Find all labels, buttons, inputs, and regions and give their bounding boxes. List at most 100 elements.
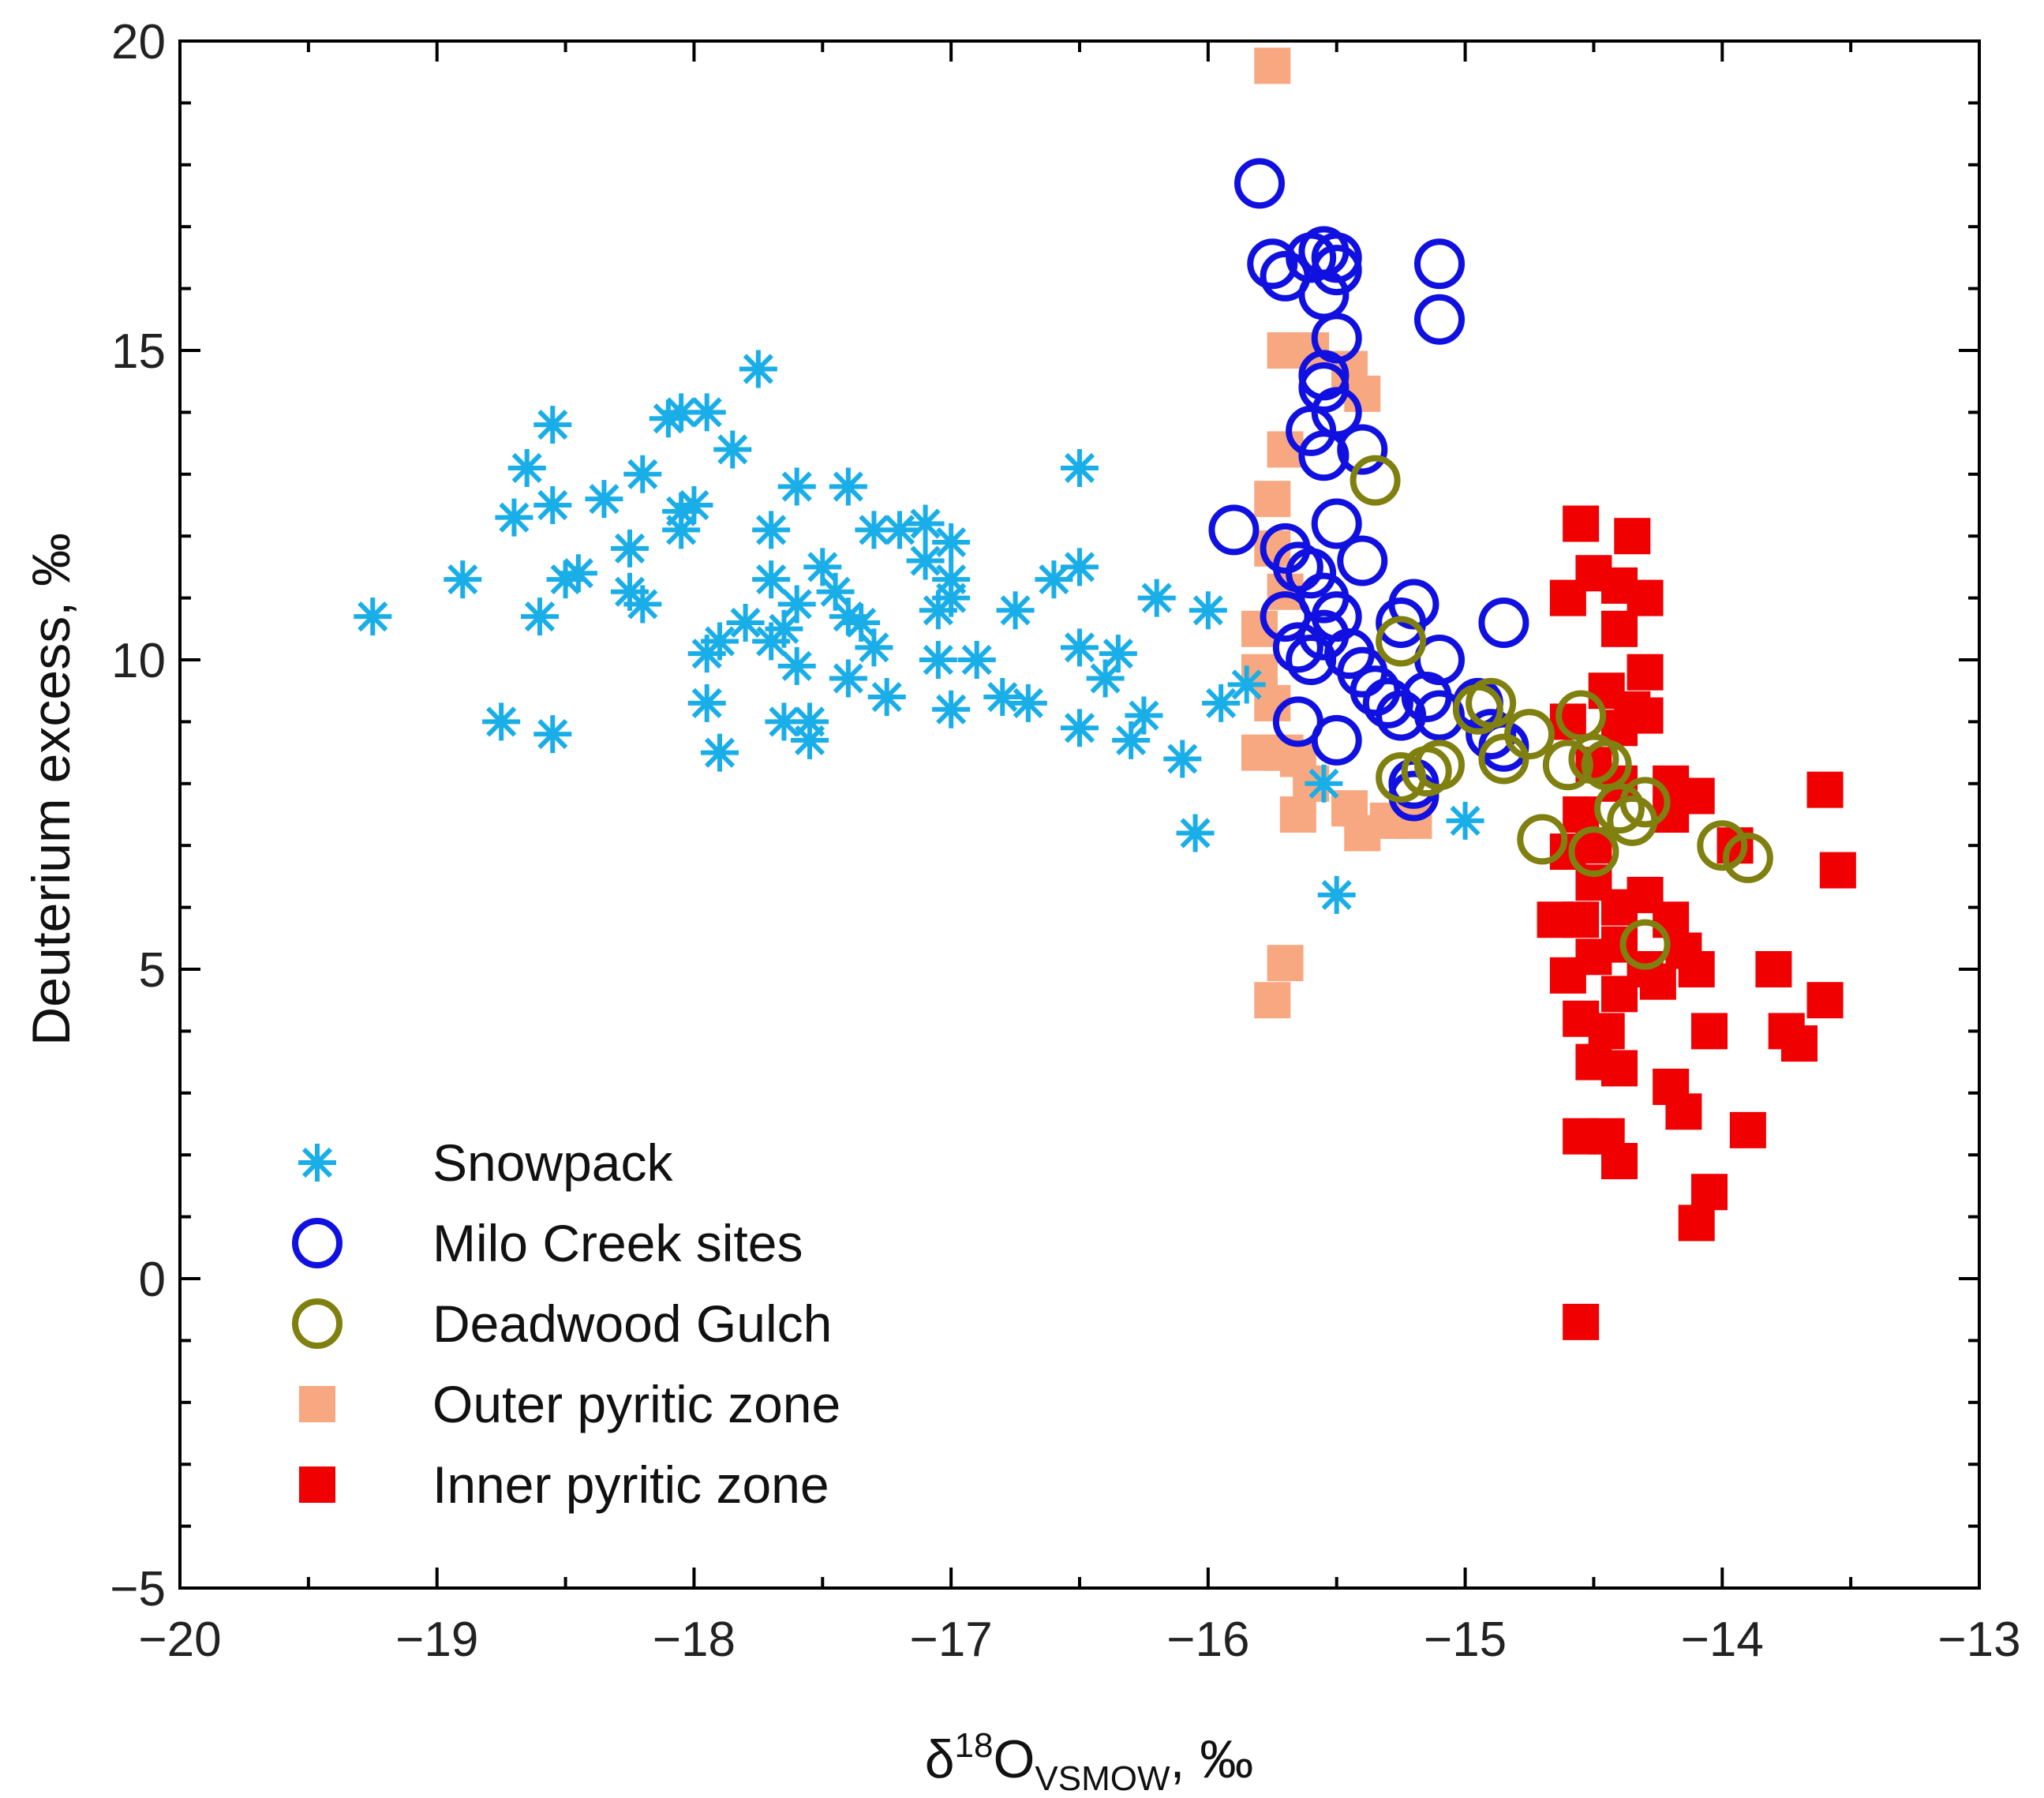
milo-creek-sites-point bbox=[1286, 548, 1337, 599]
snowpack-point bbox=[881, 511, 919, 549]
deadwood-gulch-point bbox=[1594, 783, 1645, 834]
snowpack-point bbox=[791, 702, 829, 741]
legend-marker-inner-pyritic-zone bbox=[299, 1466, 335, 1503]
inner-pyritic-zone-point bbox=[1601, 1050, 1638, 1087]
inner-pyritic-zone-series bbox=[1537, 505, 1856, 1340]
snowpack-point bbox=[507, 448, 546, 487]
deadwood-gulch-point bbox=[1619, 777, 1671, 828]
inner-pyritic-zone-point bbox=[1653, 796, 1690, 833]
deadwood-gulch-point bbox=[1376, 616, 1427, 667]
inner-pyritic-zone-point bbox=[1755, 951, 1792, 987]
legend-label: Snowpack bbox=[432, 1133, 674, 1192]
snowpack-point bbox=[687, 684, 726, 722]
legend: Snowpack Milo Creek sites Deadwood Gulch Ou… bbox=[292, 1133, 840, 1514]
outer-pyritic-zone-point bbox=[1254, 982, 1291, 1019]
inner-pyritic-zone-point bbox=[1729, 1111, 1766, 1148]
snowpack-point bbox=[1125, 696, 1163, 735]
snowpack-point bbox=[1009, 684, 1047, 722]
inner-pyritic-zone-point bbox=[1627, 697, 1664, 734]
deadwood-gulch-point bbox=[1568, 826, 1619, 878]
snowpack-point bbox=[906, 504, 945, 543]
milo-creek-sites-point bbox=[1286, 405, 1337, 456]
snowpack-point bbox=[1317, 875, 1356, 914]
inner-pyritic-zone-point bbox=[1601, 976, 1638, 1013]
snowpack-point bbox=[726, 603, 765, 642]
snowpack-point bbox=[687, 393, 726, 432]
milo-creek-sites-point bbox=[1272, 622, 1323, 673]
snowpack-point bbox=[1305, 764, 1343, 803]
data-points bbox=[354, 47, 1856, 1340]
snowpack-point bbox=[1061, 548, 1099, 586]
snowpack-point bbox=[1099, 635, 1137, 673]
x-tick-label: −19 bbox=[395, 1613, 478, 1667]
x-tick-labels: −20 −19 −18 −17 −16 −15 −14 −13 bbox=[138, 1613, 2020, 1667]
snowpack-point bbox=[533, 715, 572, 754]
inner-pyritic-zone-point bbox=[1665, 1093, 1702, 1130]
y-tick-label: −5 bbox=[110, 1562, 166, 1616]
inner-pyritic-zone-point bbox=[1549, 833, 1586, 871]
inner-pyritic-zone-point bbox=[1549, 957, 1586, 994]
outer-pyritic-zone-point bbox=[1241, 610, 1278, 647]
x-tick-label: −18 bbox=[653, 1613, 736, 1667]
milo-creek-sites-point bbox=[1478, 597, 1529, 648]
deadwood-gulch-point bbox=[1542, 740, 1593, 791]
inner-pyritic-zone-point bbox=[1601, 1143, 1638, 1180]
legend-item-snowpack: Snowpack bbox=[298, 1133, 674, 1192]
snowpack-point bbox=[919, 641, 957, 679]
legend-marker-milo-creek-sites bbox=[292, 1218, 343, 1268]
snowpack-point bbox=[713, 430, 752, 469]
x-tick-label: −16 bbox=[1166, 1613, 1249, 1667]
snowpack-point bbox=[739, 350, 777, 388]
snowpack-point bbox=[1061, 709, 1099, 747]
outer-pyritic-zone-point bbox=[1254, 47, 1291, 84]
outer-pyritic-zone-point bbox=[1254, 481, 1291, 518]
snowpack-point bbox=[482, 702, 521, 741]
snowpack-point bbox=[752, 511, 791, 549]
legend-label: Outer pyritic zone bbox=[432, 1375, 840, 1433]
y-tick-label: 20 bbox=[111, 15, 166, 69]
y-tick-label: 0 bbox=[139, 1253, 166, 1307]
milo-creek-sites-point bbox=[1414, 294, 1465, 345]
deadwood-gulch-series bbox=[1350, 455, 1773, 970]
snowpack-point bbox=[932, 690, 971, 729]
snowpack-point bbox=[533, 406, 572, 444]
snowpack-point bbox=[533, 486, 572, 524]
milo-creek-sites-point bbox=[1247, 238, 1298, 290]
snowpack-point bbox=[1163, 740, 1202, 778]
legend-item-outer-pyritic-zone: Outer pyritic zone bbox=[299, 1375, 840, 1433]
x-tick-label: −13 bbox=[1937, 1613, 2020, 1667]
legend-item-deadwood-gulch: Deadwood Gulch bbox=[292, 1294, 832, 1353]
deadwood-gulch-point bbox=[1697, 820, 1748, 871]
outer-pyritic-zone-point bbox=[1279, 796, 1316, 833]
y-tick-label: 10 bbox=[111, 634, 166, 688]
snowpack-point bbox=[1137, 579, 1176, 617]
deadwood-gulch-point bbox=[1414, 740, 1465, 791]
snowpack-point bbox=[585, 480, 623, 519]
snowpack-series bbox=[354, 350, 1484, 914]
milo-creek-sites-point bbox=[1362, 677, 1413, 729]
snowpack-point bbox=[1202, 684, 1241, 722]
inner-pyritic-zone-point bbox=[1614, 518, 1651, 555]
y-tick-label: 5 bbox=[139, 943, 166, 998]
milo-creek-sites-point bbox=[1298, 430, 1350, 481]
snowpack-point bbox=[996, 591, 1035, 630]
deadwood-gulch-point bbox=[1722, 832, 1773, 883]
x-tick-label: −14 bbox=[1681, 1613, 1764, 1667]
snowpack-point bbox=[495, 498, 533, 537]
deadwood-gulch-point bbox=[1466, 677, 1517, 729]
milo-creek-sites-point bbox=[1414, 238, 1465, 290]
snowpack-point bbox=[906, 541, 945, 580]
milo-creek-sites-point bbox=[1234, 158, 1285, 209]
inner-pyritic-zone-point bbox=[1781, 1025, 1818, 1062]
milo-creek-sites-point bbox=[1311, 498, 1362, 549]
deadwood-gulch-point bbox=[1619, 919, 1671, 970]
snowpack-point bbox=[777, 585, 816, 624]
inner-pyritic-zone-point bbox=[1537, 901, 1574, 938]
snowpack-point bbox=[829, 659, 867, 698]
snowpack-point bbox=[1189, 591, 1227, 630]
legend-marker-deadwood-gulch bbox=[292, 1298, 343, 1349]
snowpack-point bbox=[623, 585, 662, 624]
legend-label: Deadwood Gulch bbox=[432, 1294, 832, 1353]
snowpack-point bbox=[829, 467, 867, 506]
